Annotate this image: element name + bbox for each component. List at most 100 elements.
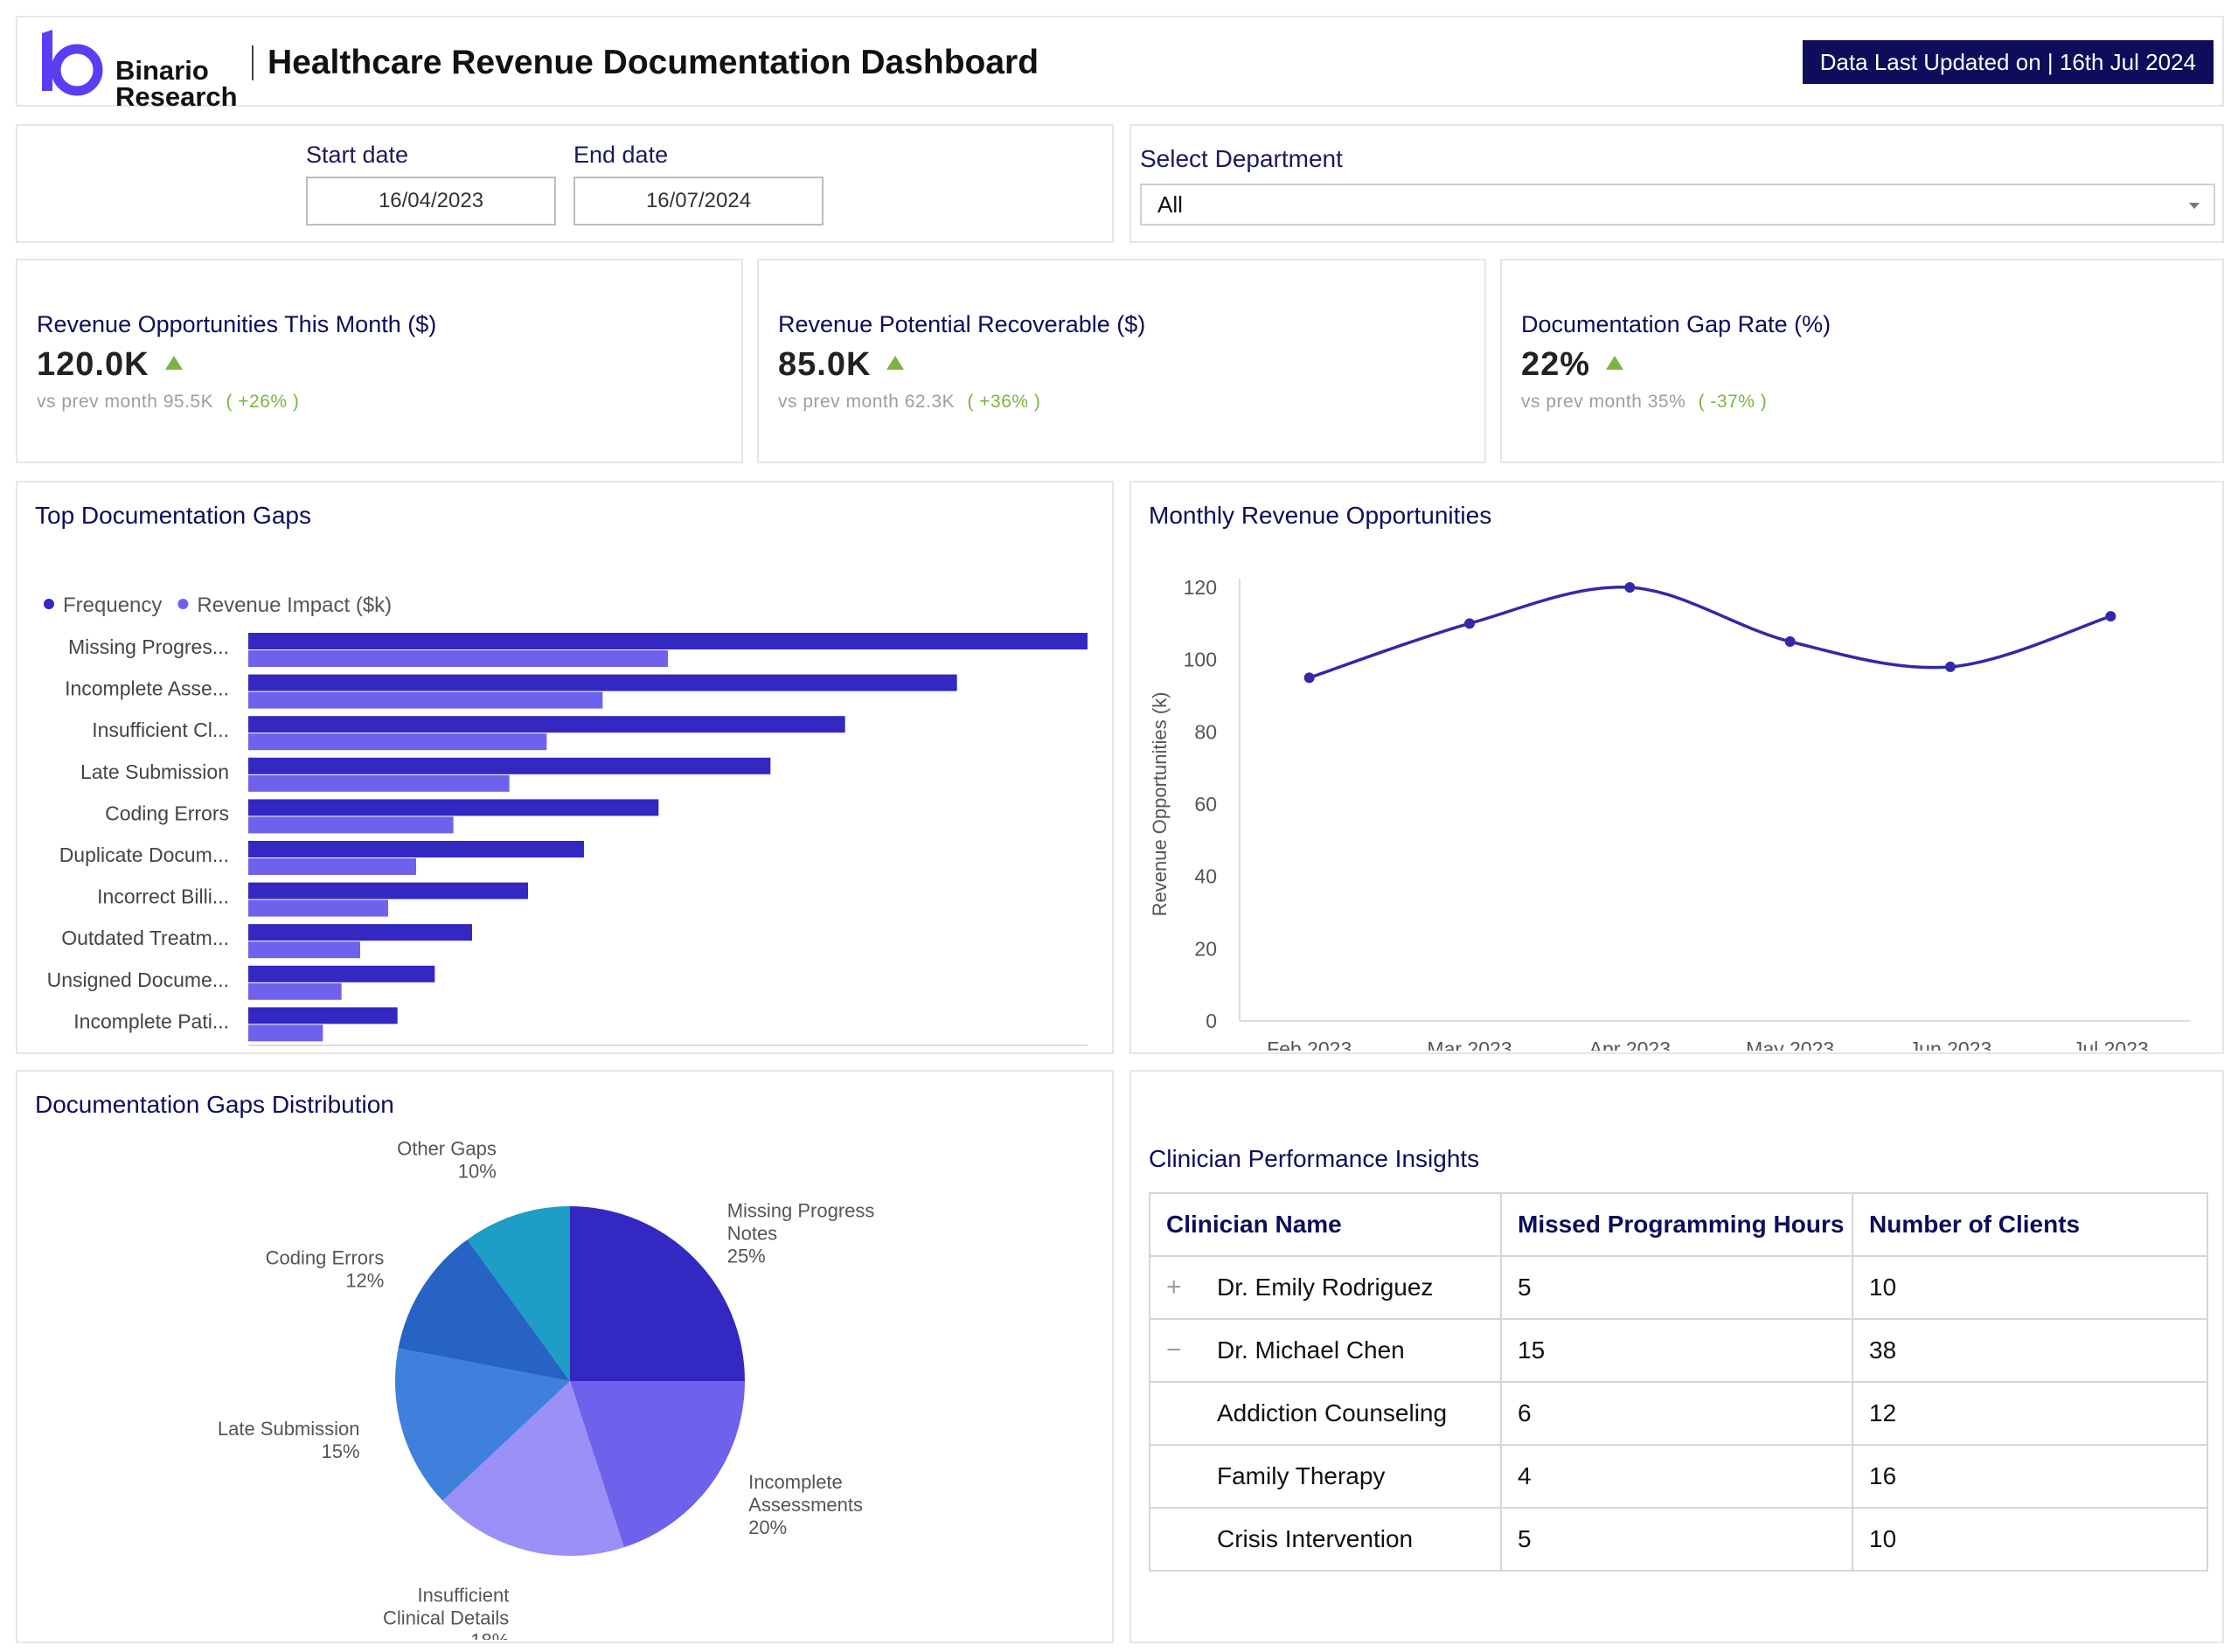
- monthly-revenue-line-chart: 0 20 40 60 80 100 120 Feb 2023 Mar 2023 Apr 2023 M…: [1149, 576, 2191, 1051]
- kpi-card-revenue-opportunities: Revenue Opportunities This Month ($) 120…: [16, 259, 743, 463]
- bar-frequency[interactable]: [248, 716, 845, 733]
- trend-up-icon: [1606, 356, 1624, 370]
- table-title: Clinician Performance Insights: [1149, 1145, 1480, 1172]
- kpi-prev-label: vs prev month: [37, 392, 158, 412]
- y-tick-label: 60: [1194, 793, 1217, 816]
- bar-frequency[interactable]: [248, 1007, 398, 1024]
- data-point[interactable]: [2105, 611, 2116, 622]
- legend-label[interactable]: Frequency: [63, 593, 162, 617]
- start-date-input[interactable]: 16/04/2023: [306, 177, 556, 226]
- slice-name-label: Other Gaps: [397, 1138, 497, 1160]
- bar-frequency[interactable]: [248, 924, 472, 941]
- kpi-value-row: 22%: [1521, 346, 1624, 384]
- chart-title: Documentation Gaps Distribution: [35, 1091, 394, 1118]
- table-cell-hours: 6: [1500, 1381, 1853, 1446]
- kpi-prev-label: vs prev month: [1521, 392, 1643, 412]
- data-point[interactable]: [1784, 636, 1796, 647]
- table-cell-clients: 16: [1852, 1444, 2208, 1509]
- x-tick-label: May 2023: [1746, 1038, 1834, 1051]
- kpi-prev-label: vs prev month: [778, 392, 900, 412]
- department-label: Select Department: [1140, 145, 1343, 172]
- bar-revenue-impact[interactable]: [248, 982, 342, 1000]
- department-selected-value: All: [1157, 191, 1183, 218]
- legend-swatch: [44, 599, 54, 609]
- table-row: + Dr. Emily Rodriguez 5 10: [1149, 1255, 2208, 1320]
- kpi-label: Revenue Potential Recoverable ($): [778, 311, 1146, 337]
- table-cell-hours: 15: [1500, 1318, 1853, 1383]
- pie-slice[interactable]: [570, 1381, 745, 1548]
- top-gaps-bar-chart: Frequency Revenue Impact ($k) Missing Prog…: [44, 593, 1088, 1046]
- kpi-comparison: vs prev month 95.5K ( +26% ): [37, 392, 299, 413]
- slice-name-label: Notes: [727, 1222, 777, 1244]
- pie-slice[interactable]: [467, 1206, 570, 1381]
- category-label: Insufficient Cl...: [92, 718, 229, 741]
- bar-frequency[interactable]: [248, 633, 1088, 649]
- bar-revenue-impact[interactable]: [248, 691, 603, 709]
- logo-wordmark: Binario Research: [115, 57, 238, 112]
- bar-revenue-impact[interactable]: [248, 858, 416, 875]
- pie-slice[interactable]: [394, 1348, 570, 1501]
- bar-revenue-impact[interactable]: [248, 941, 360, 959]
- slice-percent-label: 18%: [470, 1629, 509, 1640]
- column-header-clinician-name[interactable]: Clinician Name: [1149, 1192, 1502, 1257]
- x-tick-label: Jul 2023: [2073, 1038, 2149, 1051]
- data-point[interactable]: [1624, 582, 1636, 593]
- pie-slice[interactable]: [442, 1381, 624, 1556]
- legend-label[interactable]: Revenue Impact ($k): [197, 593, 392, 617]
- clinician-name: Dr. Michael Chen: [1217, 1336, 1405, 1364]
- table-cell-hours: 4: [1500, 1444, 1853, 1509]
- category-label: Missing Progres...: [68, 635, 229, 658]
- column-header-missed-hours[interactable]: Missed Programming Hours: [1500, 1192, 1853, 1257]
- kpi-value: 22%: [1521, 346, 1591, 383]
- table-cell-name: + Dr. Emily Rodriguez: [1149, 1255, 1502, 1320]
- category-label: Outdated Treatm...: [61, 927, 229, 949]
- department-select[interactable]: All: [1140, 184, 2215, 226]
- slice-percent-label: 10%: [458, 1161, 497, 1183]
- category-label: Coding Errors: [105, 802, 229, 824]
- table-cell-clients: 38: [1852, 1318, 2208, 1383]
- end-date-input[interactable]: 16/07/2024: [573, 177, 824, 226]
- expand-plus-icon[interactable]: +: [1166, 1273, 1182, 1301]
- y-tick-label: 80: [1194, 720, 1217, 743]
- x-tick-label: Apr 2023: [1589, 1038, 1671, 1051]
- bar-revenue-impact[interactable]: [248, 774, 510, 792]
- bar-frequency[interactable]: [248, 674, 957, 691]
- x-tick-label: Feb 2023: [1267, 1038, 1352, 1051]
- table-row: Family Therapy 4 16: [1149, 1444, 2208, 1509]
- data-point[interactable]: [1464, 618, 1475, 629]
- kpi-comparison: vs prev month 35% ( -37% ): [1521, 392, 1767, 413]
- data-point[interactable]: [1303, 672, 1315, 684]
- kpi-comparison: vs prev month 62.3K ( +36% ): [778, 392, 1040, 413]
- table-row: Addiction Counseling 6 12: [1149, 1381, 2208, 1446]
- logo-line-2: Research: [115, 81, 238, 112]
- bar-frequency[interactable]: [248, 757, 771, 774]
- table-cell-clients: 10: [1852, 1255, 2208, 1320]
- slice-name-label: Incomplete: [748, 1471, 843, 1493]
- chevron-down-icon[interactable]: [2189, 203, 2200, 209]
- table-header-row: Clinician Name Missed Programming Hours …: [1149, 1192, 2208, 1257]
- bar-revenue-impact[interactable]: [248, 733, 547, 751]
- bar-revenue-impact[interactable]: [248, 816, 454, 834]
- logo-icon: [42, 30, 103, 96]
- kpi-label: Revenue Opportunities This Month ($): [37, 311, 437, 337]
- bar-revenue-impact[interactable]: [248, 650, 668, 667]
- department-filter: Select Department All: [1129, 124, 2224, 243]
- bar-frequency[interactable]: [248, 799, 659, 816]
- bar-frequency[interactable]: [248, 965, 435, 982]
- bar-revenue-impact[interactable]: [248, 1024, 323, 1042]
- pie-slice[interactable]: [570, 1206, 745, 1381]
- kpi-label: Documentation Gap Rate (%): [1521, 311, 1831, 337]
- chart-title: Top Documentation Gaps: [35, 502, 311, 529]
- bar-frequency[interactable]: [248, 882, 528, 899]
- header-divider: [252, 45, 254, 80]
- column-header-number-of-clients[interactable]: Number of Clients: [1852, 1192, 2208, 1257]
- collapse-minus-icon[interactable]: −: [1166, 1336, 1182, 1364]
- bar-frequency[interactable]: [248, 841, 584, 857]
- slice-name-label: Coding Errors: [266, 1246, 385, 1268]
- category-label: Incomplete Pati...: [73, 1010, 229, 1032]
- pie-slice[interactable]: [398, 1239, 570, 1381]
- bar-revenue-impact[interactable]: [248, 899, 388, 917]
- category-label: Incomplete Asse...: [65, 677, 229, 700]
- data-point[interactable]: [1945, 661, 1956, 672]
- monthly-revenue-chart-card: Monthly Revenue Opportunities 0 20 40 60 80 1…: [1129, 481, 2224, 1054]
